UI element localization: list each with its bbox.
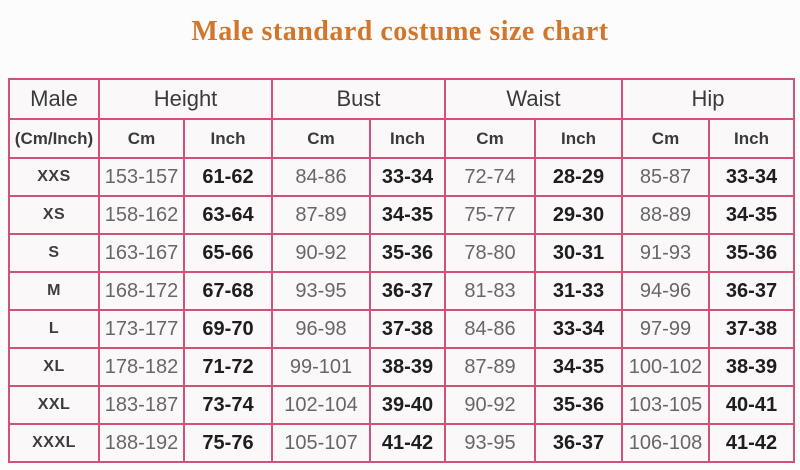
height-inch-value: 69-70 [183,309,273,349]
height-inch-value: 73-74 [183,385,273,425]
bust-cm-value: 87-89 [271,195,371,235]
hip-inch-value: 35-36 [707,233,796,273]
waist-inch-value: 34-35 [534,347,623,387]
waist-cm-value: 78-80 [444,233,536,273]
waist-cm-value: 81-83 [444,271,536,311]
table-row: XXL 183-187 73-74 102-104 39-40 90-92 35… [8,385,796,425]
bust-cm-value: 105-107 [271,423,371,463]
unit-header-height-inch: Inch [183,118,273,159]
waist-cm-value: 87-89 [444,347,536,387]
size-label: M [8,271,100,311]
table-row: XL 178-182 71-72 99-101 38-39 87-89 34-3… [8,347,796,387]
group-header-height: Height [98,78,273,120]
waist-inch-value: 30-31 [534,233,623,273]
table-row: XXS 153-157 61-62 84-86 33-34 72-74 28-2… [8,157,796,197]
unit-header-hip-inch: Inch [707,118,796,159]
hip-cm-value: 106-108 [621,423,710,463]
size-label: XL [8,347,100,387]
bust-cm-value: 96-98 [271,309,371,349]
hip-inch-value: 40-41 [707,385,796,425]
hip-cm-value: 85-87 [621,157,710,197]
bust-inch-value: 35-36 [369,233,446,273]
page-title: Male standard costume size chart [191,16,609,47]
bust-cm-value: 99-101 [271,347,371,387]
size-label: S [8,233,100,273]
bust-cm-value: 84-86 [271,157,371,197]
table-row: L 173-177 69-70 96-98 37-38 84-86 33-34 … [8,309,796,349]
bust-inch-value: 41-42 [369,423,446,463]
bust-inch-value: 37-38 [369,309,446,349]
bust-cm-value: 90-92 [271,233,371,273]
table-row: S 163-167 65-66 90-92 35-36 78-80 30-31 … [8,233,796,273]
size-label: L [8,309,100,349]
waist-inch-value: 28-29 [534,157,623,197]
waist-cm-value: 93-95 [444,423,536,463]
waist-inch-value: 33-34 [534,309,623,349]
unit-header-row: (Cm/Inch) Cm Inch Cm Inch Cm Inch Cm Inc… [8,118,796,159]
height-inch-value: 67-68 [183,271,273,311]
unit-header-bust-inch: Inch [369,118,446,159]
waist-cm-value: 72-74 [444,157,536,197]
waist-cm-value: 90-92 [444,385,536,425]
table-row: XXXL 188-192 75-76 105-107 41-42 93-95 3… [8,423,796,463]
male-header: Male [8,78,100,120]
waist-inch-value: 35-36 [534,385,623,425]
table-row: M 168-172 67-68 93-95 36-37 81-83 31-33 … [8,271,796,311]
waist-inch-value: 31-33 [534,271,623,311]
height-inch-value: 71-72 [183,347,273,387]
unit-header-waist-inch: Inch [534,118,623,159]
height-cm-value: 188-192 [98,423,185,463]
hip-cm-value: 103-105 [621,385,710,425]
hip-inch-value: 37-38 [707,309,796,349]
waist-cm-value: 84-86 [444,309,536,349]
size-label: XXXL [8,423,100,463]
bust-cm-value: 93-95 [271,271,371,311]
size-label: XXS [8,157,100,197]
group-header-bust: Bust [271,78,446,120]
hip-inch-value: 34-35 [707,195,796,235]
height-cm-value: 178-182 [98,347,185,387]
height-cm-value: 173-177 [98,309,185,349]
height-inch-value: 63-64 [183,195,273,235]
unit-header-waist-cm: Cm [444,118,536,159]
unit-header-hip-cm: Cm [621,118,710,159]
unit-header-height-cm: Cm [98,118,185,159]
bust-inch-value: 38-39 [369,347,446,387]
hip-inch-value: 38-39 [707,347,796,387]
waist-cm-value: 75-77 [444,195,536,235]
hip-cm-value: 88-89 [621,195,710,235]
size-chart-table: Male Height Bust Waist Hip (Cm/Inch) Cm … [8,78,796,463]
height-inch-value: 75-76 [183,423,273,463]
table-row: XS 158-162 63-64 87-89 34-35 75-77 29-30… [8,195,796,235]
group-header-hip: Hip [620,78,796,120]
group-header-waist: Waist [444,78,623,120]
height-cm-value: 183-187 [98,385,185,425]
waist-inch-value: 36-37 [534,423,623,463]
hip-inch-value: 36-37 [707,271,796,311]
bust-inch-value: 36-37 [369,271,446,311]
waist-inch-value: 29-30 [534,195,623,235]
bust-inch-value: 34-35 [369,195,446,235]
size-label: XS [8,195,100,235]
hip-inch-value: 33-34 [707,157,796,197]
hip-inch-value: 41-42 [707,423,796,463]
height-cm-value: 153-157 [98,157,185,197]
bust-inch-value: 33-34 [369,157,446,197]
bust-inch-value: 39-40 [369,385,446,425]
unit-header-bust-cm: Cm [271,118,371,159]
height-cm-value: 163-167 [98,233,185,273]
hip-cm-value: 94-96 [621,271,710,311]
unit-header-cm-inch: (Cm/Inch) [8,118,100,159]
height-cm-value: 158-162 [98,195,185,235]
height-inch-value: 61-62 [183,157,273,197]
height-inch-value: 65-66 [183,233,273,273]
hip-cm-value: 100-102 [621,347,710,387]
hip-cm-value: 91-93 [621,233,710,273]
bust-cm-value: 102-104 [271,385,371,425]
hip-cm-value: 97-99 [621,309,710,349]
size-label: XXL [8,385,100,425]
height-cm-value: 168-172 [98,271,185,311]
group-header-row: Male Height Bust Waist Hip [8,78,796,120]
